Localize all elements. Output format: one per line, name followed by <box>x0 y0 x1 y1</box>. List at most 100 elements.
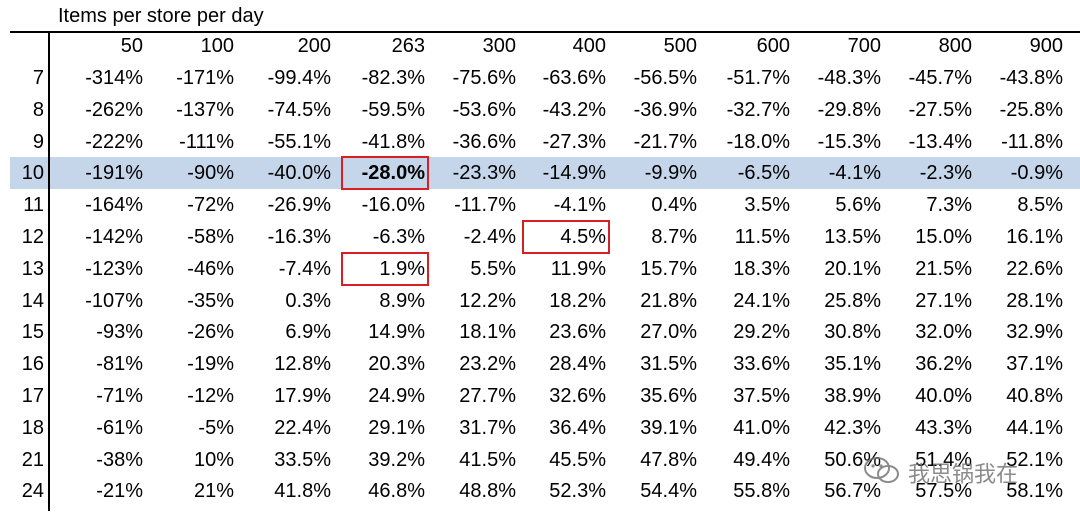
table-cell: 3.5% <box>744 194 790 217</box>
column-header: 263 <box>391 35 425 57</box>
table-cell: 0.3% <box>285 289 331 312</box>
row-label-rule <box>48 31 50 511</box>
table-cell: 17.9% <box>274 385 331 407</box>
table-cell: -35% <box>187 289 234 312</box>
row-label: 13 <box>21 257 44 280</box>
table-cell: 23.2% <box>459 353 516 376</box>
column-header: 600 <box>756 35 790 57</box>
row-label: 24 <box>21 480 44 503</box>
highlight-box <box>522 220 610 254</box>
table-cell: -90% <box>187 162 234 185</box>
table-cell: -27.3% <box>542 130 606 153</box>
table-cell: 24.1% <box>733 289 790 312</box>
row-label: 14 <box>21 289 44 312</box>
table-cell: -82.3% <box>361 67 425 89</box>
highlight-box <box>341 156 429 191</box>
table-cell: -48.3% <box>817 67 881 89</box>
watermark: 我思锅我在 <box>862 455 1072 491</box>
table-cell: 37.5% <box>733 385 790 407</box>
table-cell: 33.6% <box>733 353 790 376</box>
row-label: 9 <box>32 130 44 153</box>
table-cell: -9.9% <box>644 162 697 185</box>
table-cell: -16.3% <box>267 226 331 248</box>
table-cell: 54.4% <box>640 480 697 503</box>
table-cell: 21.8% <box>640 289 697 312</box>
table-cell: -111% <box>179 130 234 153</box>
row-label: 21 <box>21 448 44 471</box>
table-cell: 32.0% <box>915 321 972 344</box>
table-cell: -58% <box>187 226 234 248</box>
table-cell: -74.5% <box>267 98 331 121</box>
table-cell: 23.6% <box>549 321 606 344</box>
table-cell: -46% <box>187 257 234 280</box>
table-cell: 41.5% <box>459 448 516 471</box>
table-cell: -7.4% <box>278 257 331 280</box>
table-cell: 1.9% <box>379 257 425 280</box>
table-cell: -314% <box>85 67 143 89</box>
table-cell: -61% <box>96 416 143 439</box>
table-cell: 20.1% <box>824 257 881 280</box>
table-cell: -21% <box>96 480 143 503</box>
table-cell: -55.1% <box>267 130 331 153</box>
row-label: 18 <box>21 416 44 439</box>
table-cell: 41.0% <box>733 416 790 439</box>
table-cell: 55.8% <box>733 480 790 503</box>
table-cell: -75.6% <box>452 67 516 89</box>
table-cell: 27.7% <box>459 385 516 407</box>
table-cell: 32.6% <box>549 385 606 407</box>
table-cell: 39.2% <box>368 448 425 471</box>
table-cell: -36.9% <box>633 98 697 121</box>
table-cell: -32.7% <box>726 98 790 121</box>
table-cell: 30.8% <box>824 321 881 344</box>
table-cell: -93% <box>96 321 143 344</box>
table-cell: -123% <box>85 257 143 280</box>
table-cell: 45.5% <box>549 448 606 471</box>
column-header: 300 <box>482 35 516 57</box>
table-cell: -222% <box>85 130 143 153</box>
table-cell: 21% <box>193 480 234 503</box>
table-cell: 18.2% <box>549 289 606 312</box>
highlight-box <box>341 251 429 286</box>
table-cell: -29.8% <box>817 98 881 121</box>
table-cell: 49.4% <box>733 448 790 471</box>
table-cell: 40.8% <box>1006 385 1063 407</box>
table-cell: 0.4% <box>651 194 697 217</box>
table-cell: 24.9% <box>368 385 425 407</box>
table-cell: 20.3% <box>368 353 425 376</box>
table-cell: 15.7% <box>640 257 697 280</box>
table-cell: 12.8% <box>274 353 331 376</box>
table-cell: -21.7% <box>633 130 697 153</box>
table-cell: 25.8% <box>824 289 881 312</box>
table-cell: -6.5% <box>737 162 790 185</box>
table-cell: -14.9% <box>542 162 606 185</box>
table-cell: 16.1% <box>1006 226 1063 248</box>
row-label: 17 <box>21 385 44 407</box>
table-cell: 47.8% <box>640 448 697 471</box>
table-cell: 18.3% <box>733 257 790 280</box>
table-cell: 36.2% <box>915 353 972 376</box>
table-cell: -26% <box>187 321 234 344</box>
table-cell: -15.3% <box>817 130 881 153</box>
table-cell: 39.1% <box>640 416 697 439</box>
table-cell: -27.5% <box>908 98 972 121</box>
table-cell: -23.3% <box>452 162 516 185</box>
column-header: 700 <box>847 35 881 57</box>
table-cell: 18.1% <box>459 321 516 344</box>
column-header: 500 <box>663 35 697 57</box>
table-cell: -81% <box>96 353 143 376</box>
table-cell: 32.9% <box>1006 321 1063 344</box>
table-cell: 22.4% <box>274 416 331 439</box>
table-cell: 27.1% <box>915 289 972 312</box>
table-cell: -171% <box>176 67 234 89</box>
table-cell: 27.0% <box>640 321 697 344</box>
table-cell: 35.6% <box>640 385 697 407</box>
table-cell: 40.0% <box>915 385 972 407</box>
header-rule <box>10 31 1080 33</box>
watermark-text: 我思锅我在 <box>908 461 1019 487</box>
table-cell: 50.6% <box>824 448 881 471</box>
table-cell: -11.8% <box>1001 130 1063 153</box>
table-cell: 38.9% <box>824 385 881 407</box>
table-cell: 31.5% <box>640 353 697 376</box>
table-cell: -53.6% <box>452 98 516 121</box>
